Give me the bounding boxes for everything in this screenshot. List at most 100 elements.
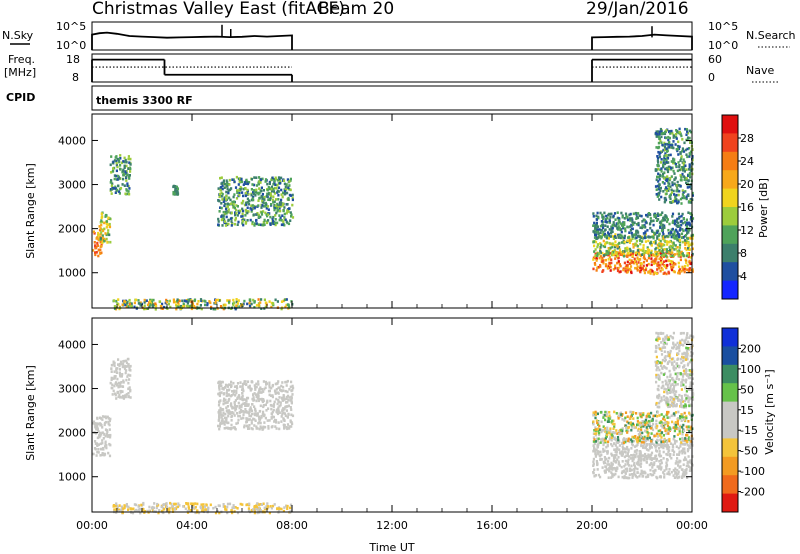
power-point	[631, 261, 634, 264]
velocity-point	[137, 510, 140, 513]
velocity-point	[609, 464, 612, 468]
power-point	[183, 299, 186, 302]
velocity-point	[137, 505, 140, 508]
power-point	[265, 213, 268, 216]
power-point	[623, 234, 626, 238]
power-point	[682, 235, 685, 239]
velocity-point	[673, 422, 676, 426]
velocity-point	[235, 422, 238, 425]
power-point	[682, 217, 685, 220]
velocity-point	[681, 425, 684, 429]
velocity-point	[609, 431, 612, 435]
power-point	[206, 302, 209, 305]
velocity-point	[682, 418, 686, 421]
velocity-point	[601, 437, 604, 441]
power-point	[667, 189, 670, 192]
velocity-point	[187, 509, 191, 512]
velocity-point	[655, 401, 658, 405]
velocity-point	[108, 419, 111, 423]
velocity-point	[122, 397, 125, 400]
power-point	[684, 242, 687, 245]
power-point	[607, 247, 610, 250]
power-point	[657, 130, 660, 133]
velocity-point	[109, 433, 112, 437]
velocity-point	[288, 427, 291, 430]
velocity-point	[240, 408, 243, 412]
power-point	[252, 213, 255, 216]
power-point	[200, 307, 203, 311]
velocity-point	[675, 403, 678, 406]
velocity-point	[101, 439, 104, 442]
power-point	[123, 300, 126, 303]
velocity-point	[648, 463, 651, 467]
power-point	[94, 253, 97, 257]
power-point	[686, 264, 689, 267]
power-point	[681, 193, 684, 196]
power-point	[671, 212, 675, 216]
power-point	[279, 180, 282, 183]
power-point	[592, 258, 595, 261]
velocity-point	[283, 407, 286, 411]
power-point	[223, 202, 227, 206]
power-point	[264, 178, 268, 181]
power-point	[253, 206, 256, 210]
power-point	[677, 221, 680, 225]
power-point	[654, 250, 657, 254]
power-point	[686, 268, 689, 272]
power-point	[681, 189, 684, 192]
power-point	[227, 191, 230, 195]
power-point	[634, 242, 637, 246]
power-point	[668, 136, 671, 140]
power-point	[603, 243, 607, 246]
velocity-point	[674, 421, 677, 424]
velocity-point	[676, 461, 680, 464]
power-point	[283, 212, 286, 216]
velocity-point	[263, 506, 266, 510]
power-point	[687, 244, 690, 248]
power-point	[630, 239, 633, 242]
velocity-point	[621, 445, 624, 449]
power-point	[127, 155, 130, 158]
velocity-point	[658, 394, 661, 398]
power-point	[116, 165, 119, 169]
velocity-point	[663, 476, 666, 479]
velocity-point	[673, 439, 677, 443]
power-point	[640, 253, 644, 256]
velocity-point	[672, 397, 675, 401]
velocity-point	[640, 441, 643, 444]
power-point	[284, 190, 287, 193]
velocity-point	[122, 381, 125, 384]
power-point	[175, 307, 178, 311]
power-point	[676, 180, 679, 184]
power-point	[624, 229, 627, 233]
velocity-point	[189, 509, 192, 512]
power-point	[143, 301, 146, 304]
power-point	[663, 156, 666, 160]
velocity-point	[677, 446, 680, 450]
velocity-point	[228, 388, 231, 392]
velocity-point	[638, 430, 642, 434]
velocity-point	[655, 380, 658, 384]
power-point	[633, 233, 636, 236]
velocity-point	[629, 457, 632, 460]
velocity-point	[275, 421, 278, 424]
velocity-point	[233, 401, 236, 404]
velocity-point	[217, 381, 220, 385]
velocity-point	[247, 509, 251, 513]
power-point	[283, 188, 286, 191]
velocity-point	[237, 414, 240, 418]
power-point	[257, 215, 260, 219]
power-point	[681, 147, 684, 150]
velocity-point	[263, 387, 266, 391]
velocity-point	[665, 445, 668, 448]
power-point	[190, 307, 193, 311]
velocity-point	[262, 425, 265, 429]
velocity-point	[678, 475, 681, 479]
power-point	[258, 197, 261, 200]
power-point	[646, 246, 649, 249]
power-point	[686, 232, 689, 235]
velocity-point	[259, 404, 262, 408]
velocity-point	[670, 357, 673, 361]
power-point	[279, 205, 282, 208]
velocity-point	[221, 387, 224, 390]
